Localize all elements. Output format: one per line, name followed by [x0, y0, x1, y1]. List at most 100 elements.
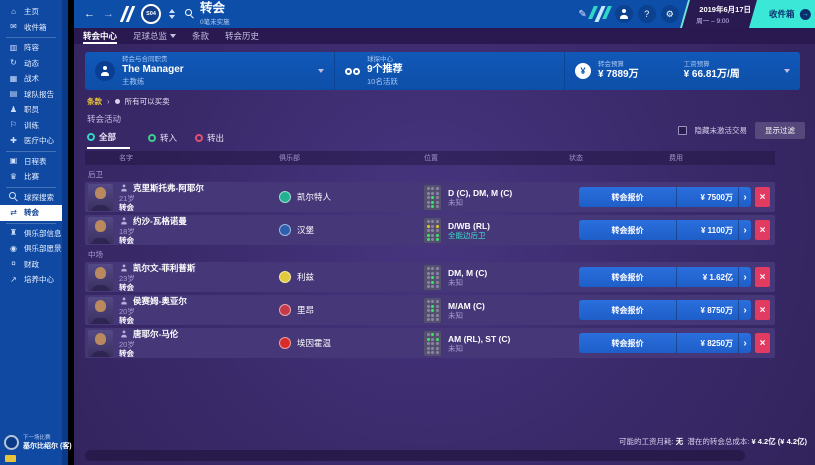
- player-name[interactable]: 克里斯托弗-阿耶尔: [133, 183, 204, 193]
- position-subtext: 全能边后卫: [448, 230, 486, 240]
- filter-tab-all[interactable]: 全部: [87, 131, 131, 149]
- transfer-tag: 转会: [119, 349, 134, 359]
- hide-inactive-label: 隐藏未激活交易: [694, 126, 748, 135]
- player-silhouette-icon: [121, 264, 128, 272]
- sidebar-item-club-vision[interactable]: ◉ 俱乐部愿景: [0, 241, 62, 257]
- column-header-club[interactable]: 俱乐部: [279, 155, 300, 162]
- offer-button[interactable]: 转会报价 ¥ 1.62亿 ›: [579, 267, 751, 288]
- wage-budget-label: 工资预算: [683, 60, 710, 68]
- sidebar-item-dynamics[interactable]: ↻ 动态: [0, 56, 62, 72]
- chevron-right-icon[interactable]: ›: [738, 300, 751, 321]
- tab-transfer-history[interactable]: 转会历史: [225, 28, 259, 44]
- sidebar-item-fixtures[interactable]: ♛ 比赛: [0, 169, 62, 185]
- scout-active-count: 10名活跃: [367, 76, 398, 86]
- scouting-centre-link[interactable]: 球探中心 9个推荐 10名活跃: [335, 52, 565, 90]
- back-button[interactable]: ←: [84, 8, 95, 20]
- continue-button[interactable]: 收件箱 →: [749, 0, 815, 28]
- sidebar-item-inbox[interactable]: ✉ 收件箱: [0, 20, 62, 36]
- panel-toggle-icon[interactable]: [169, 9, 175, 19]
- jersey-icon[interactable]: [614, 5, 633, 23]
- sidebar-item-scouting[interactable]: 球探搜索: [0, 190, 62, 206]
- club-crest[interactable]: S04: [141, 4, 161, 24]
- tab-transfer-centre[interactable]: 转会中心: [83, 28, 118, 44]
- hide-inactive-checkbox[interactable]: [677, 126, 687, 135]
- remove-target-button[interactable]: ×: [755, 187, 770, 208]
- player-name[interactable]: 凯尔文-菲利普斯: [133, 263, 196, 273]
- responsibility-dropdown[interactable]: 转会与合同职责 The Manager 主教练: [85, 52, 335, 90]
- club-name[interactable]: 里昂: [297, 305, 315, 316]
- sidebar-item-medical-centre[interactable]: ✚ 医疗中心: [0, 133, 62, 149]
- offer-button[interactable]: 转会报价 ¥ 1100万 ›: [579, 220, 751, 241]
- tab-bar: 转会中心 足球总监 条款 转会历史: [74, 28, 815, 44]
- tab-director-of-football[interactable]: 足球总监: [133, 28, 177, 44]
- arrow-right-icon: →: [800, 8, 811, 20]
- club-name[interactable]: 凯尔特人: [297, 192, 332, 203]
- remove-target-button[interactable]: ×: [755, 267, 770, 288]
- column-header-position[interactable]: 位置: [424, 155, 438, 162]
- help-icon[interactable]: ?: [637, 5, 656, 23]
- player-age: 18岁: [119, 227, 135, 236]
- club-badge: [279, 271, 291, 284]
- breadcrumb-terms[interactable]: 条款: [87, 96, 102, 106]
- show-filter-button[interactable]: 显示过滤: [755, 122, 805, 139]
- sidebar-item-development-centre[interactable]: ↗ 培养中心: [0, 272, 62, 288]
- footer-summary: 可能的工资月耗: 无 潜在的转会总成本: ¥ 4.2亿 (¥ 4.2亿): [85, 436, 807, 461]
- sidebar-item-team-report[interactable]: ▤ 球队报告: [0, 87, 62, 103]
- table-row[interactable]: 约沙-瓦格诺曼 18岁 转会 汉堡 D/WB (RL) 全能边后卫 转会报价 ¥ 110…: [85, 215, 775, 245]
- wage-impact-value: 无: [675, 437, 684, 446]
- table-row[interactable]: 凯尔文-菲利普斯 23岁 转会 利兹 DM, M (C) 未知 转会报价 ¥ 1.62亿…: [85, 262, 775, 292]
- column-header-name[interactable]: 名字: [119, 155, 133, 162]
- next-match-label: 下一场比赛: [23, 435, 51, 441]
- tab-label: 条款: [192, 31, 210, 41]
- sidebar-item-transfers[interactable]: ⇄ 转会: [0, 205, 62, 221]
- next-match[interactable]: 下一场比赛 基尔比绍尔 (客): [4, 433, 72, 451]
- sidebar-item-schedule[interactable]: ▣ 日程表: [0, 154, 62, 170]
- tab-terms[interactable]: 条款: [192, 28, 209, 44]
- player-name[interactable]: 侯赛姆-奥亚尔: [133, 296, 187, 306]
- sidebar-item-finances[interactable]: ¤ 财政: [0, 257, 62, 273]
- chevron-right-icon[interactable]: ›: [738, 267, 751, 288]
- position-subtext: 未知: [448, 310, 463, 320]
- edit-icon[interactable]: ✎: [578, 8, 587, 20]
- filter-tab-in[interactable]: 转入: [148, 131, 177, 149]
- forward-button[interactable]: →: [103, 8, 114, 20]
- search-icon[interactable]: [185, 5, 194, 23]
- offer-button[interactable]: 转会报价 ¥ 7500万 ›: [579, 187, 751, 208]
- chevron-right-icon[interactable]: ›: [738, 220, 751, 241]
- column-header-status[interactable]: 状态: [569, 155, 583, 162]
- sidebar-item-squad[interactable]: ▥ 阵容: [0, 40, 62, 56]
- table-row[interactable]: 侯赛姆-奥亚尔 20岁 转会 里昂 M/AM (C) 未知 转会报价 ¥ 8750万 › ×: [85, 295, 775, 325]
- club-name[interactable]: 利兹: [297, 272, 315, 283]
- column-header-fee[interactable]: 费用: [669, 155, 683, 162]
- transfer-tag: 转会: [119, 236, 134, 246]
- offer-button[interactable]: 转会报价 ¥ 8250万 ›: [579, 333, 751, 354]
- remove-target-button[interactable]: ×: [755, 220, 770, 241]
- sidebar-item-training[interactable]: ⚐ 训练: [0, 118, 62, 134]
- offer-button[interactable]: 转会报价 ¥ 8750万 ›: [579, 300, 751, 321]
- position-map-icon: [424, 217, 441, 243]
- remove-target-button[interactable]: ×: [755, 300, 770, 321]
- chevron-right-icon[interactable]: ›: [738, 187, 751, 208]
- sidebar-item-club-info[interactable]: ♜ 俱乐部信息: [0, 226, 62, 242]
- filter-tab-out[interactable]: 转出: [195, 131, 224, 149]
- sidebar-item-tactics[interactable]: ▦ 战术: [0, 71, 62, 87]
- table-row[interactable]: 克里斯托弗-阿耶尔 21岁 转会 凯尔特人 D (C), DM, M (C) 未知 转…: [85, 182, 775, 212]
- club-name[interactable]: 埃因霍温: [297, 338, 332, 349]
- player-name[interactable]: 唐耶尔-马伦: [133, 329, 179, 339]
- club-name[interactable]: 汉堡: [297, 225, 315, 236]
- sidebar-item-home[interactable]: ⌂ 主页: [0, 4, 62, 20]
- chevron-right-icon: ›: [107, 96, 110, 106]
- chevron-right-icon[interactable]: ›: [738, 333, 751, 354]
- budget-section[interactable]: ¥ 转会预算 ¥ 7889万 工资预算 ¥ 66.81万/周: [565, 52, 800, 90]
- date-line2: 周一 – 9:00: [696, 17, 730, 25]
- position-subtext: 未知: [448, 277, 463, 287]
- table-row[interactable]: 唐耶尔-马伦 20岁 转会 埃因霍温 AM (RL), ST (C) 未知 转会报价 ¥…: [85, 328, 775, 358]
- player-name[interactable]: 约沙-瓦格诺曼: [133, 216, 187, 226]
- settings-gear-icon[interactable]: ⚙: [660, 5, 679, 23]
- sidebar-item-label: 比赛: [24, 172, 39, 182]
- sidebar-item-staff[interactable]: ♟ 职员: [0, 102, 62, 118]
- remove-target-button[interactable]: ×: [755, 333, 770, 354]
- breadcrumb-filter[interactable]: 所有可以买卖: [124, 96, 170, 106]
- position-subtext: 未知: [448, 343, 463, 353]
- sidebar-item-label: 动态: [24, 58, 39, 68]
